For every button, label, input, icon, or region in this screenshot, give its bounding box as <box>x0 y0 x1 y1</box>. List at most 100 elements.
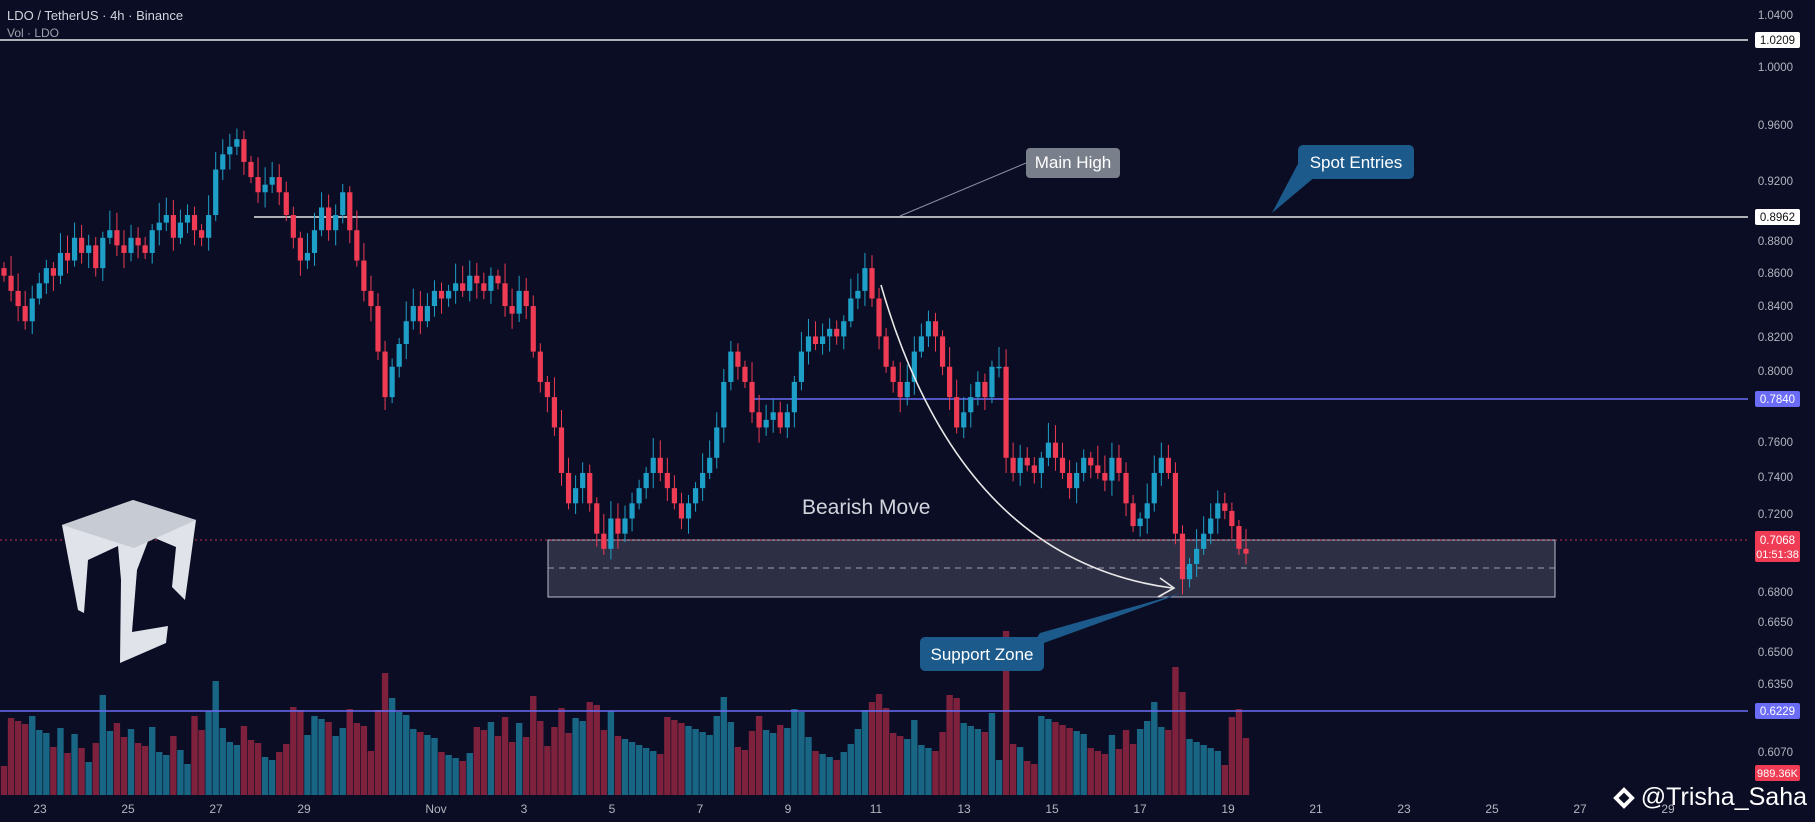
volume-bar <box>748 731 756 795</box>
candle-body <box>170 215 176 238</box>
candlesticks <box>1 128 1249 595</box>
volume-bar <box>1207 748 1214 795</box>
volume-bar <box>854 729 862 795</box>
candle-body <box>15 290 21 307</box>
candle-body <box>1074 472 1080 489</box>
candle-body <box>509 306 515 314</box>
candle-body <box>1010 457 1016 473</box>
time-axis[interactable]: 23 25 27 29 Nov 3 5 7 9 11 13 15 17 19 21 23 25 27 29 <box>33 802 1675 816</box>
volume-bar <box>1101 754 1109 795</box>
candle-body <box>862 268 868 291</box>
spot-entries-label: Spot Entries <box>1310 153 1403 172</box>
volume-bar <box>1144 721 1151 795</box>
candle-body <box>1081 457 1087 473</box>
candle-body <box>453 283 459 291</box>
watermark-handle: @Trisha_Saha <box>1640 783 1807 811</box>
candle-body <box>742 366 748 382</box>
volume-bar <box>332 736 339 795</box>
volume-bar <box>706 735 713 795</box>
volume-bar <box>925 748 932 795</box>
candle-body <box>107 230 113 238</box>
volume-bar <box>988 713 996 795</box>
main-high-label: Main High <box>1035 153 1112 172</box>
candle-body <box>481 283 487 291</box>
candle-body <box>692 488 699 504</box>
volume-bar <box>967 726 974 795</box>
volume-bar <box>642 748 650 795</box>
volume-bar <box>438 752 445 795</box>
x-tick-label: 25 <box>1485 802 1499 816</box>
volume-bar <box>431 738 438 795</box>
volume-bar <box>1094 751 1102 795</box>
volume-bar <box>1031 764 1038 795</box>
volume-bar <box>191 716 198 795</box>
volume-bar <box>897 736 904 795</box>
candle-body <box>777 412 783 428</box>
volume-bar <box>445 755 452 795</box>
volume-bar <box>78 748 85 795</box>
volume-bar <box>1122 730 1130 795</box>
candle-body <box>467 275 473 291</box>
candle-body <box>340 192 346 216</box>
volume-bar <box>1136 729 1144 795</box>
volume-bar <box>1172 667 1179 795</box>
candle-body <box>326 207 332 231</box>
volume-bar <box>219 728 226 795</box>
x-tick-label: 29 <box>297 802 311 816</box>
volume-bar <box>586 702 593 795</box>
candle-body <box>664 472 670 489</box>
candle-body <box>177 222 184 238</box>
volume-bar <box>452 758 459 795</box>
candle-body <box>608 518 614 549</box>
candle-body <box>1024 457 1030 466</box>
volume-bar <box>508 742 516 795</box>
candle-body <box>1109 457 1115 481</box>
candle-body <box>707 457 713 473</box>
candle-body <box>445 290 452 299</box>
candle-body <box>191 215 198 231</box>
volume-bar <box>960 723 967 795</box>
level-tag-1-bg <box>1755 32 1800 48</box>
y-tick-label: 0.8200 <box>1758 332 1793 344</box>
volume-bar <box>276 752 283 795</box>
volume-bar <box>226 742 234 795</box>
x-tick-label: 11 <box>870 802 883 816</box>
candle-body <box>403 321 409 344</box>
candle-body <box>897 381 903 398</box>
volume-bar <box>614 736 622 795</box>
volume-bar <box>127 729 135 795</box>
volume-bar <box>1200 745 1207 795</box>
volume-bar <box>106 731 114 795</box>
bearish-move-arrow <box>880 284 1173 589</box>
support-zone-box <box>547 539 1556 598</box>
volume-bar <box>805 737 812 795</box>
volume-bar <box>184 764 191 795</box>
volume-bar <box>558 708 565 795</box>
volume-bar <box>551 727 558 795</box>
candle-body <box>890 366 896 382</box>
volume-bar <box>939 732 946 795</box>
candle-body <box>650 457 656 473</box>
volume-bar <box>480 730 488 795</box>
y-tick-label: 0.9600 <box>1758 120 1793 132</box>
volume-bar <box>85 762 92 795</box>
candle-body <box>551 397 558 428</box>
price-axis[interactable]: 1.0400 1.0000 0.9600 0.9200 0.8800 0.8600 0.84… <box>1755 10 1800 781</box>
volume-bar <box>784 728 791 795</box>
candle-body <box>876 298 882 337</box>
candle-body <box>530 306 536 352</box>
volume-bar <box>1108 735 1116 795</box>
volume-bar <box>134 743 142 795</box>
candle-body <box>812 336 819 344</box>
y-tick-label: 0.8600 <box>1758 268 1793 280</box>
candle-body <box>184 215 191 223</box>
x-tick-label: 19 <box>1221 802 1235 816</box>
x-tick-label: 29 <box>1661 802 1675 816</box>
candle-body <box>629 503 635 519</box>
x-tick-label: 25 <box>121 802 135 816</box>
candle-body <box>1003 366 1009 458</box>
volume-bar <box>621 739 629 795</box>
volume-bars <box>0 631 1250 795</box>
volume-bar <box>254 743 262 795</box>
